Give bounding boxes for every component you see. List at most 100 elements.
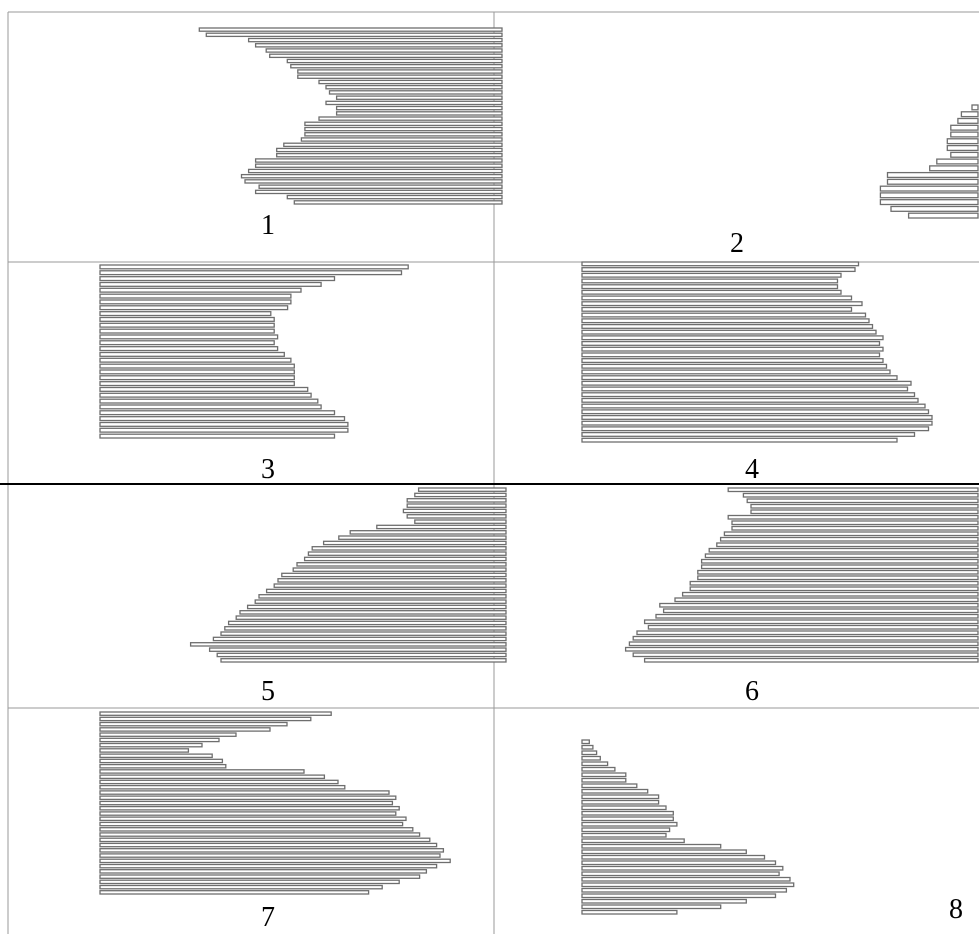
panel-2-bar [879,185,979,192]
panel-5-bar [414,519,507,524]
panel-4-bar [581,409,930,415]
panel-1-bar [205,32,503,38]
panel-7-bar [99,805,400,811]
panel-7-bar [99,884,383,890]
panel-6-bar [655,613,979,619]
panel-8-bar [581,827,671,833]
panel-4-bars [581,261,933,443]
panel-5: 5 [189,487,507,707]
panel-8-bar [581,750,598,756]
panel-1-bar [286,194,503,200]
panel-8-bar [581,838,685,844]
panel-5-bar [224,626,507,631]
panel-3-bar [99,316,275,322]
panel-1: 1 [198,27,503,241]
panel-6-bar [723,531,979,537]
panel-8-bar [581,832,667,838]
panel-7-bar [99,774,326,780]
panel-6-bar [731,520,979,526]
panel-6-bar [700,558,979,564]
panel-3-bar [99,427,349,433]
panel-4-label: 4 [745,454,759,485]
panel-8-bar [581,898,747,904]
panel-5-bar [239,610,507,615]
panel-3-bar [99,311,272,317]
panel-3-bar [99,299,292,305]
panel-7-bar [99,711,332,716]
panel-5-bar [265,588,507,594]
panel-4-bar [581,380,912,386]
panel-5-bar [406,498,507,503]
panel-5-bar [349,530,507,535]
panel-6-bar [689,586,979,592]
panel-8-bars [581,739,795,915]
panel-7-bar [99,858,451,864]
panel-8-bar [581,876,791,882]
panel-6-bar [624,646,979,652]
panel-1-bar [290,63,503,69]
panel-7-bar [99,848,445,853]
panel-1-label: 1 [261,210,275,241]
panel-8-bar [581,882,795,888]
panel-1-bar [304,132,503,137]
panel-6-bar [719,536,979,542]
panel-5-bar [292,567,507,572]
panel-3-bar [99,375,295,381]
panel-2-bars [879,104,979,219]
panel-1-bar [335,95,503,100]
panel-4-bar [581,420,933,426]
panel-6-label: 6 [745,676,759,707]
panel-4-bar [581,284,839,290]
panel-7-bar [99,837,431,843]
panel-5-bars [189,487,507,663]
panel-3-bar [99,334,279,340]
panel-4-bar [581,369,891,375]
panel-7-bar [99,800,394,806]
panel-7-bar [99,842,438,848]
panel-3-bar [99,322,275,328]
panel-5-bar [189,642,507,647]
panel-6-bars [624,487,979,663]
panel-1-bar [254,158,503,163]
panel-1-bar [297,69,503,74]
panel-1-bar [254,163,503,168]
panel-5-bar [307,551,507,556]
panel-5-bar [296,562,507,567]
panel-6-bar [697,569,979,575]
panel-7-bar [99,790,390,795]
panel-7-bars [99,711,451,895]
panel-2-bar [950,124,979,131]
panel-5-bar [376,524,507,530]
panel-8-bar [581,904,722,910]
panel-4-bar [581,375,898,381]
panel-6-bar [750,509,979,515]
panel-6-bar [697,575,979,581]
panel-7-bar [99,874,421,879]
panel-1-bar [304,126,503,132]
panel-8-bar [581,783,638,789]
panel-1-bar [286,58,503,64]
panel-3-bar [99,287,302,293]
panel-2-bar [886,178,979,185]
panel-6-bar [674,597,979,603]
panel-2-bar [957,117,979,124]
panel-7-bar [99,769,305,774]
panel-3-bar [99,381,295,387]
panel-8-bar [581,772,627,778]
panel-7-bar [99,827,414,832]
panel-7-bar [99,732,237,737]
panel-2-bar [907,212,979,219]
panel-3-label: 3 [261,454,275,485]
panel-7-bar [99,832,421,837]
panel-8: 8 [581,739,963,925]
panel-1-bars [198,27,503,205]
panel-4-bar [581,392,916,398]
panel-1-bar [198,27,503,32]
panel-5-bar [406,503,507,508]
panel-8-label: 8 [949,894,963,925]
panel-5-bar [235,615,507,620]
panel-3-bar [99,305,289,311]
panel-6: 6 [624,487,979,707]
panel-6-bar [659,602,979,608]
